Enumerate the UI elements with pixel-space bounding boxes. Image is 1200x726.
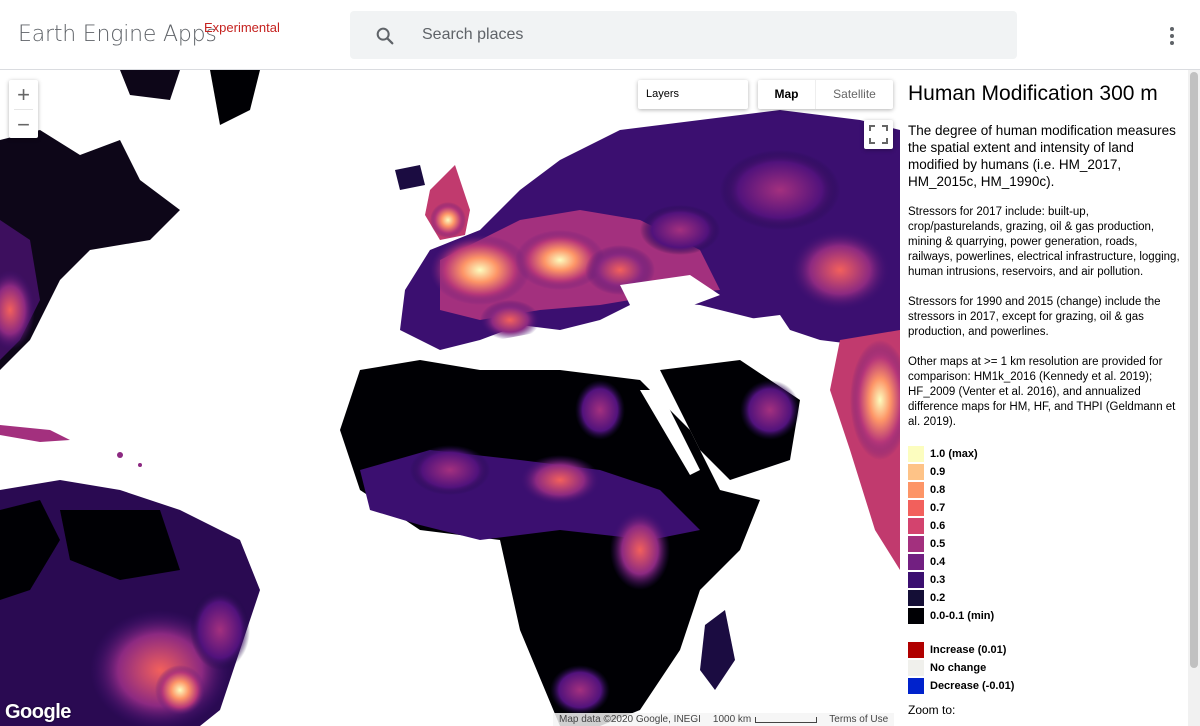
change-legend-label: Increase (0.01) [930, 644, 1007, 656]
map-canvas[interactable] [0, 70, 900, 726]
zoom-out-button[interactable]: − [17, 112, 30, 137]
layers-button[interactable]: Layers [638, 80, 748, 109]
legend-label: 0.4 [930, 556, 946, 568]
more-vert-icon[interactable] [1160, 24, 1184, 48]
app-title[interactable]: Earth Engine Apps [18, 22, 217, 47]
legend-row: 0.6 [908, 517, 1180, 535]
map-type-map-button[interactable]: Map [758, 80, 816, 109]
change-legend-row: No change [908, 659, 1180, 677]
legend-label: 0.3 [930, 574, 946, 586]
change-legend-row: Decrease (-0.01) [908, 677, 1180, 695]
legend-label: 0.8 [930, 484, 946, 496]
legend-swatch [908, 536, 924, 552]
legend-row: 0.8 [908, 481, 1180, 499]
human-modification-map[interactable] [0, 70, 900, 726]
legend-swatch [908, 482, 924, 498]
zoom-divider [14, 109, 33, 110]
map-attribution: Map data ©2020 Google, INEGI 1000 km Ter… [553, 713, 895, 726]
scrollbar-thumb[interactable] [1190, 72, 1198, 668]
legend-label: 0.7 [930, 502, 946, 514]
change-legend: Increase (0.01) No change Decrease (-0.01) [908, 641, 1180, 695]
hm-legend: 1.0 (max) 0.9 0.8 0.7 0.6 0.5 0.4 0.3 0.2 0.0-0.1… [908, 445, 1180, 625]
legend-swatch [908, 608, 924, 624]
legend-swatch [908, 590, 924, 606]
legend-label: 0.5 [930, 538, 946, 550]
legend-row: 0.2 [908, 589, 1180, 607]
stressors-2017-text: Stressors for 2017 include: built-up, cr… [908, 206, 1180, 278]
scale-bar-graphic [755, 717, 818, 723]
legend-label: 0.0-0.1 (min) [930, 610, 995, 622]
zoom-control: + − [9, 80, 38, 138]
legend-label: 0.6 [930, 520, 946, 532]
change-legend-swatch [908, 678, 924, 694]
search-input[interactable] [422, 23, 982, 47]
legend-swatch [908, 500, 924, 516]
stressors-change-text: Stressors for 1990 and 2015 (change) inc… [908, 296, 1161, 338]
legend-row: 0.3 [908, 571, 1180, 589]
scale-label: 1000 km [712, 714, 752, 725]
search-box[interactable] [350, 11, 1017, 59]
zoom-in-button[interactable]: + [17, 82, 30, 107]
change-legend-label: Decrease (-0.01) [930, 680, 1015, 692]
legend-row: 0.4 [908, 553, 1180, 571]
legend-swatch [908, 464, 924, 480]
map-type-satellite-button[interactable]: Satellite [833, 87, 876, 101]
zoom-to-label: Zoom to: [908, 703, 956, 717]
map-data-attribution[interactable]: Map data ©2020 Google, INEGI [559, 714, 701, 725]
legend-row: 1.0 (max) [908, 445, 1180, 463]
panel-description: The degree of human modification measure… [908, 123, 1176, 189]
legend-row: 0.7 [908, 499, 1180, 517]
experimental-badge: Experimental [204, 20, 280, 35]
fullscreen-button[interactable] [864, 120, 893, 149]
info-panel: Human Modification 300 m The degree of h… [900, 70, 1188, 726]
fullscreen-icon [869, 125, 888, 144]
legend-swatch [908, 554, 924, 570]
legend-row: 0.9 [908, 463, 1180, 481]
top-bar: Earth Engine Apps Experimental [0, 0, 1200, 70]
change-legend-label: No change [930, 662, 987, 674]
panel-scrollbar[interactable] [1188, 70, 1200, 726]
legend-swatch [908, 518, 924, 534]
panel-title: Human Modification 300 m [908, 82, 1158, 105]
legend-swatch [908, 446, 924, 462]
change-legend-row: Increase (0.01) [908, 641, 1180, 659]
terms-of-use-link[interactable]: Terms of Use [829, 714, 889, 725]
scale-bar[interactable]: 1000 km [707, 713, 823, 726]
map-type-control: Map Satellite [758, 80, 893, 109]
legend-label: 0.2 [930, 592, 946, 604]
google-logo[interactable]: Google [5, 701, 71, 723]
legend-label: 0.9 [930, 466, 946, 478]
change-legend-swatch [908, 660, 924, 676]
legend-swatch [908, 572, 924, 588]
search-icon[interactable] [374, 25, 396, 47]
north-america-landmass [0, 130, 180, 370]
change-legend-swatch [908, 642, 924, 658]
legend-row: 0.5 [908, 535, 1180, 553]
other-maps-text: Other maps at >= 1 km resolution are pro… [908, 356, 1176, 428]
legend-label: 1.0 (max) [930, 448, 978, 460]
legend-row: 0.0-0.1 (min) [908, 607, 1180, 625]
